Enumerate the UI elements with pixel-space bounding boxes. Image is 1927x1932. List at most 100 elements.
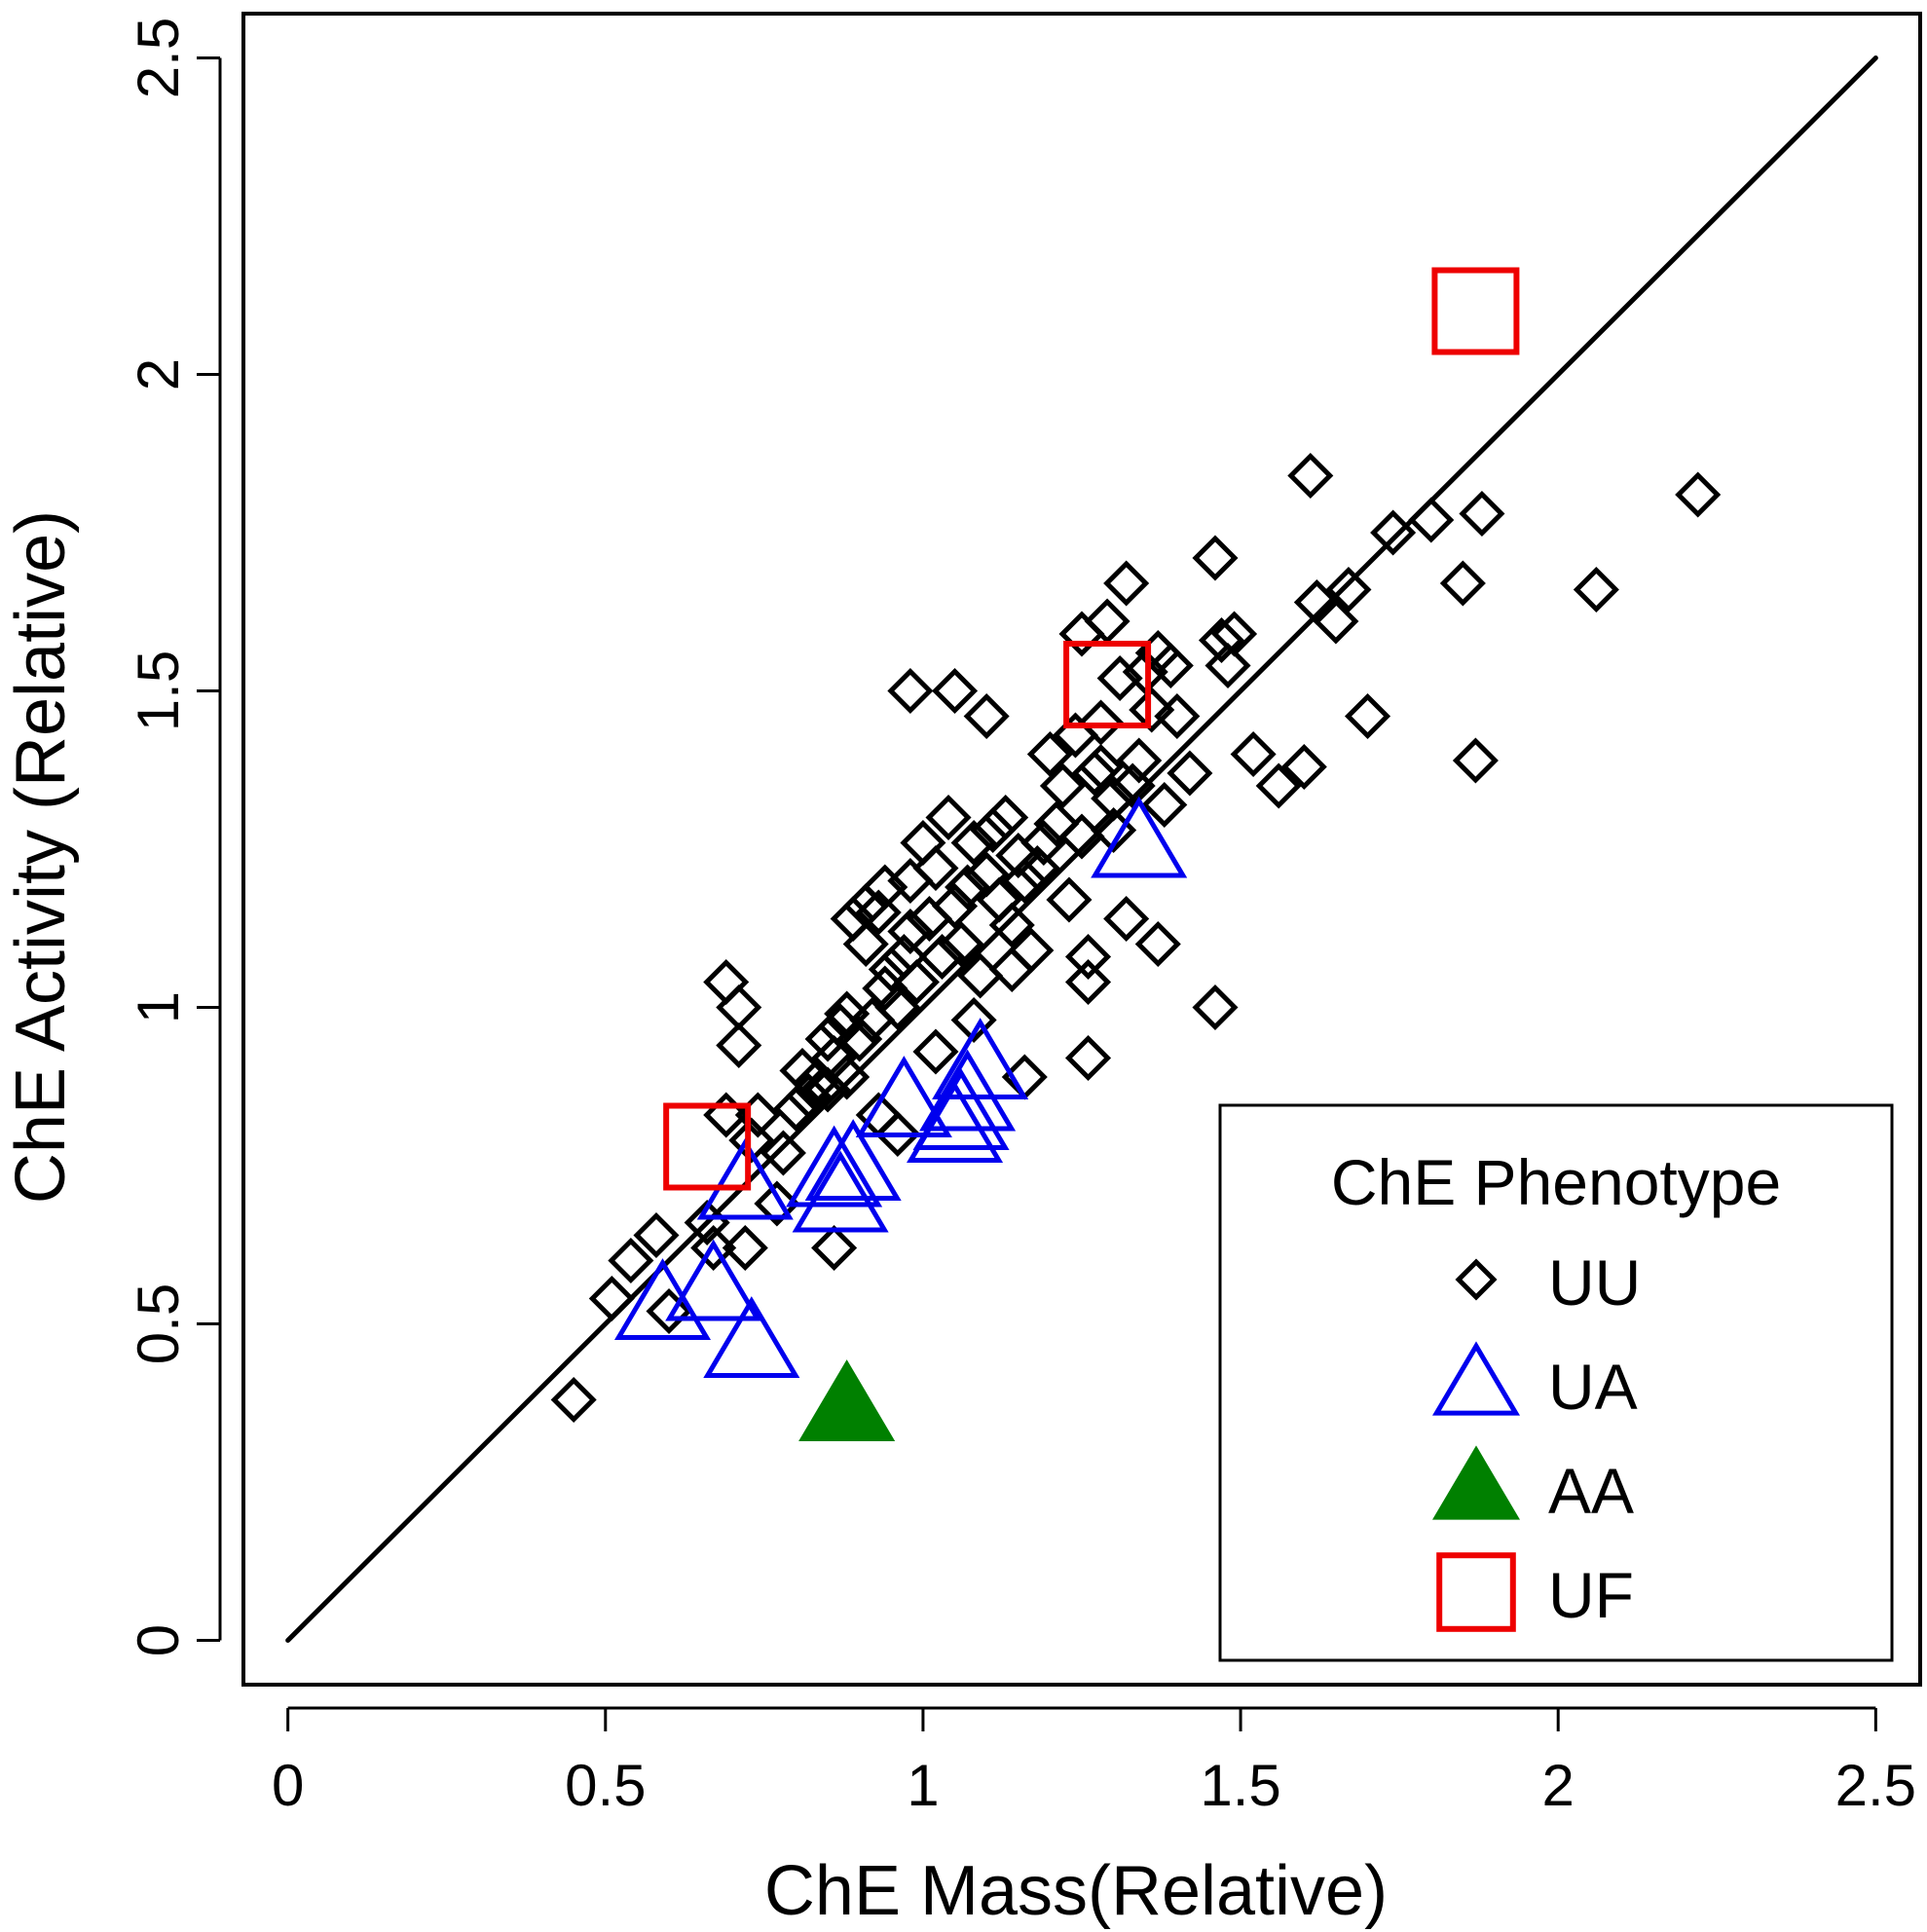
legend-marker-uu (1455, 1258, 1498, 1301)
data-point-uu (1026, 730, 1073, 778)
data-point-uu (982, 794, 1029, 841)
y-tick-label: 1 (126, 991, 191, 1023)
data-point-uu (722, 1224, 768, 1272)
data-point-uu (1325, 566, 1372, 613)
y-tick-label: 2 (126, 358, 191, 390)
data-point-uu (932, 667, 979, 715)
data-point-uu (804, 1016, 851, 1062)
data-point-uu (1573, 566, 1619, 613)
data-point-uu (1078, 699, 1125, 746)
data-point-uu (1147, 642, 1194, 689)
data-point-uu (716, 1022, 762, 1069)
data-point-uu (1204, 642, 1251, 689)
data-point-uu (785, 1072, 833, 1120)
data-point-uu (887, 667, 934, 715)
data-point-uu (918, 933, 966, 981)
legend-label: UU (1548, 1246, 1641, 1319)
legend-title: ChE Phenotype (1331, 1146, 1781, 1218)
legend-marker-ua (1431, 1341, 1521, 1416)
data-point-uu (1033, 800, 1080, 847)
x-tick-label: 2 (1542, 1753, 1575, 1818)
y-tick-label: 0 (126, 1624, 191, 1656)
data-point-uu (1134, 920, 1181, 968)
data-point-uu (842, 920, 889, 968)
data-point-ua (703, 1296, 800, 1379)
data-point-uu (1408, 497, 1455, 543)
data-point-uf (1431, 267, 1520, 355)
data-point-uf (663, 1102, 752, 1191)
x-axis: 0 0.5 1 1.5 2 2.5 (272, 1706, 1916, 1818)
legend-label: UF (1548, 1559, 1634, 1631)
data-point-uu (1211, 611, 1258, 657)
data-point-aa (798, 1359, 896, 1442)
data-point-uu (811, 1034, 858, 1082)
data-point-uf (1063, 641, 1152, 728)
data-point-uu (1014, 844, 1060, 892)
data-point-uu (1039, 762, 1086, 809)
y-axis: 0 0.5 1 1.5 2 2.5 (126, 18, 222, 1656)
data-point-uu (1064, 958, 1112, 1006)
data-point-uu (1103, 895, 1150, 943)
data-point-uu (824, 990, 871, 1037)
x-tick-label: 2.5 (1835, 1753, 1916, 1818)
data-point-uu (804, 1066, 851, 1113)
legend-marker-uf (1436, 1552, 1516, 1632)
data-points-layer (550, 267, 1722, 1442)
data-point-uu (1344, 692, 1391, 740)
data-point-uu (550, 1376, 597, 1424)
data-point-uu (633, 1211, 680, 1259)
data-point-uu (1675, 471, 1722, 518)
data-point-uu (1255, 762, 1302, 809)
data-point-uu (874, 984, 921, 1031)
data-point-ua (932, 1018, 1029, 1100)
data-point-ua (792, 1150, 889, 1233)
data-point-uu (874, 1110, 921, 1158)
legend-label: AA (1548, 1455, 1634, 1527)
x-tick-label: 1.5 (1200, 1753, 1280, 1818)
y-axis-title: ChE Activity (Relative) (2, 510, 80, 1204)
data-point-uu (1020, 819, 1067, 867)
data-point-ua (855, 1056, 952, 1138)
data-point-uu (970, 806, 1017, 854)
data-point-uu (1313, 598, 1359, 645)
x-axis-title: ChE Mass(Relative) (764, 1852, 1388, 1930)
legend-item: UF (1436, 1552, 1634, 1632)
data-point-uu (1167, 750, 1213, 797)
data-point-uu (716, 984, 762, 1031)
data-point-uu (1459, 490, 1505, 538)
data-point-uu (868, 946, 914, 993)
legend-marker-aa (1431, 1445, 1521, 1520)
x-tick-label: 0.5 (565, 1753, 646, 1818)
data-point-ua (696, 1137, 794, 1220)
data-point-uu (1141, 781, 1188, 829)
data-point-uu (824, 1054, 871, 1100)
data-point-uu (842, 882, 889, 930)
legend-item: AA (1431, 1445, 1634, 1527)
data-point-ua (613, 1258, 712, 1341)
data-point-uu (912, 844, 959, 892)
data-point-uu (588, 1275, 635, 1322)
data-point-uu (887, 908, 934, 955)
data-point-uu (811, 1224, 858, 1272)
x-tick-label: 0 (272, 1753, 304, 1818)
legend-items: UU UA AA UF (1431, 1246, 1641, 1632)
data-point-uu (1116, 737, 1163, 784)
data-point-uu (855, 889, 902, 936)
data-point-uu (963, 692, 1010, 740)
data-point-uu (932, 882, 979, 930)
data-point-uu (925, 794, 972, 841)
identity-reference-line (285, 56, 1878, 1643)
data-point-ua (804, 1119, 902, 1202)
series-ua (613, 796, 1188, 1379)
data-point-uu (988, 902, 1035, 948)
y-tick-label: 1.5 (126, 650, 191, 731)
data-point-uu (1096, 654, 1143, 702)
data-point-uu (950, 996, 997, 1044)
y-tick-label: 0.5 (126, 1283, 191, 1364)
data-point-uu (945, 864, 991, 910)
data-point-uu (760, 1130, 806, 1176)
data-point-uu (608, 1237, 654, 1284)
data-point-ua (786, 1125, 883, 1208)
data-point-uu (1001, 857, 1048, 905)
data-point-uu (893, 958, 940, 1006)
